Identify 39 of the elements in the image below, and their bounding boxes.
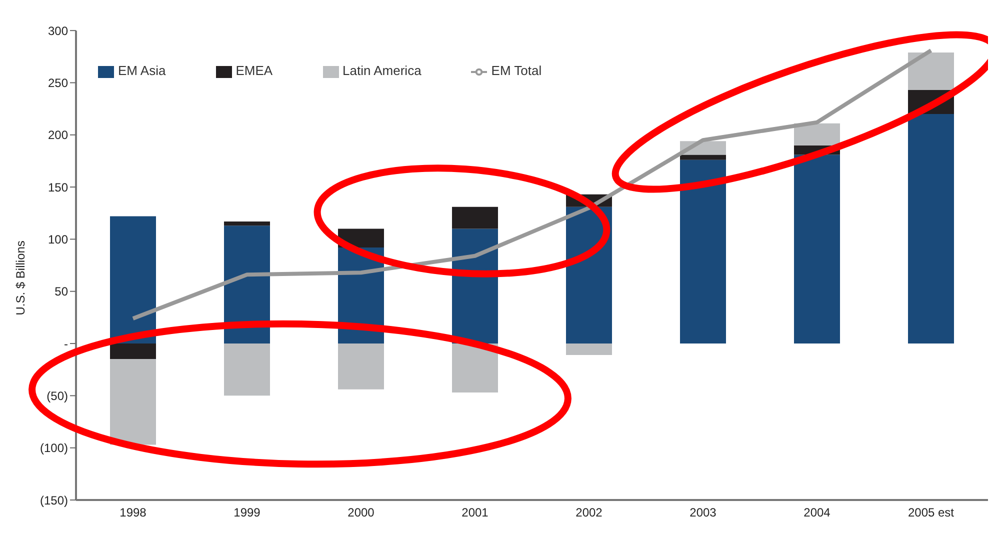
bar	[566, 344, 612, 355]
bar	[794, 154, 840, 344]
bar	[908, 52, 954, 90]
legend-label: Latin America	[342, 63, 422, 78]
y-tick-label: 100	[48, 232, 68, 246]
y-tick-label: -	[64, 336, 68, 351]
y-tick-label: (50)	[46, 388, 68, 403]
legend-label: EM Total	[491, 63, 542, 78]
x-tick-label: 2000	[348, 506, 375, 520]
y-tick-label: (100)	[40, 441, 68, 456]
y-tick-label: (150)	[40, 493, 68, 508]
bar	[110, 216, 156, 344]
x-tick-label: 2002	[576, 506, 603, 520]
x-tick-label: 1999	[234, 506, 261, 520]
bar	[794, 123, 840, 146]
bar	[110, 344, 156, 360]
bar	[908, 114, 954, 344]
bar	[680, 154, 726, 160]
bar	[680, 160, 726, 344]
bar	[224, 344, 270, 396]
x-tick-label: 2004	[804, 506, 831, 520]
bar	[452, 206, 498, 229]
legend-label: EM Asia	[118, 63, 166, 78]
legend-label: EMEA	[236, 63, 273, 78]
x-tick-label: 1998	[120, 506, 147, 520]
x-tick-label: 2003	[690, 506, 717, 520]
y-tick-label: 200	[48, 128, 68, 142]
y-tick-label: 50	[54, 284, 68, 299]
bar	[452, 344, 498, 393]
y-tick-label: 300	[48, 24, 68, 38]
bar	[110, 359, 156, 445]
bar	[224, 226, 270, 344]
y-axis-title: U.S. $ Billions	[13, 240, 28, 316]
x-tick-label: 2001	[462, 506, 489, 520]
bar	[338, 344, 384, 390]
y-tick-label: 250	[48, 76, 68, 90]
x-tick-label: 2005 est	[908, 506, 955, 520]
bar	[224, 221, 270, 226]
y-tick-label: 150	[48, 180, 68, 194]
